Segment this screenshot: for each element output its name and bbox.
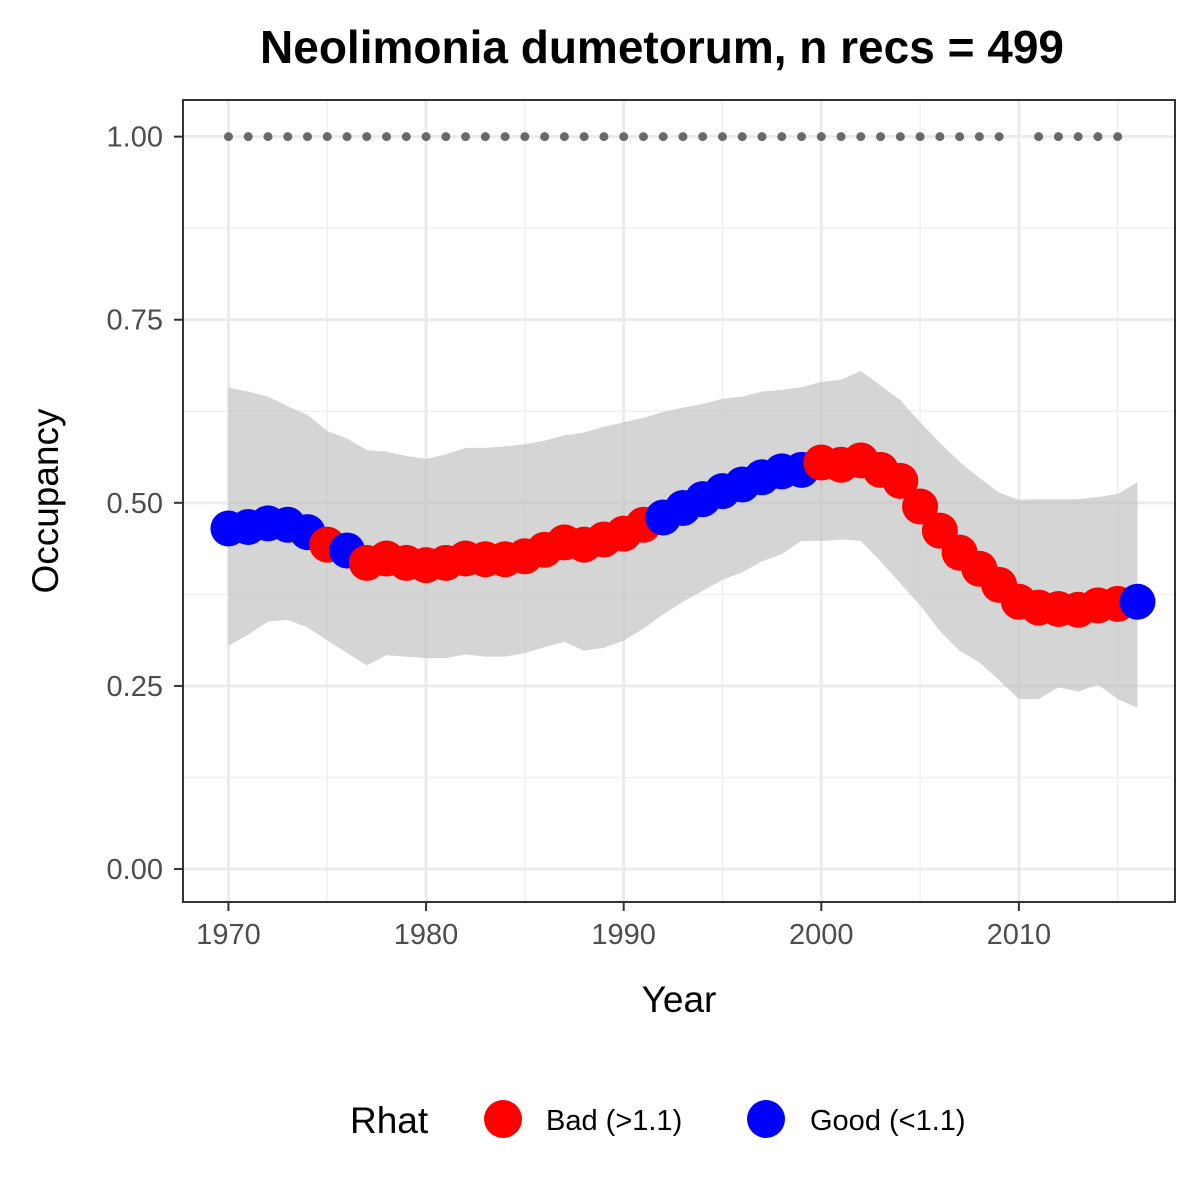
record-marker — [777, 132, 787, 142]
record-marker — [1093, 132, 1103, 142]
record-marker — [342, 132, 352, 142]
record-marker — [678, 132, 688, 142]
record-marker — [1113, 132, 1123, 142]
record-marker — [559, 132, 569, 142]
record-marker — [500, 132, 510, 142]
record-marker — [797, 132, 807, 142]
record-marker — [540, 132, 550, 142]
confidence-ribbon-layer — [228, 371, 1138, 708]
occupancy-point — [902, 488, 939, 525]
occupancy-point — [882, 462, 919, 499]
legend-label-good: Good (<1.1) — [810, 1105, 966, 1137]
x-tick-label: 1980 — [394, 919, 459, 951]
record-marker — [757, 132, 767, 142]
axes-layer: 1970 1980 1990 2000 2010 0.00 0.25 0.50 0.75 1.00 — [107, 122, 1052, 951]
record-marker — [856, 132, 866, 142]
record-marker — [994, 132, 1004, 142]
x-tick-label: 2000 — [789, 919, 854, 951]
record-marker — [816, 132, 826, 142]
y-tick-label: 1.00 — [107, 122, 163, 154]
record-marker — [520, 132, 530, 142]
x-tick-label: 1970 — [196, 919, 261, 951]
y-tick-label: 0.50 — [107, 488, 163, 520]
x-axis-title: Year — [642, 979, 717, 1020]
legend-key-good — [747, 1100, 785, 1138]
record-marker — [895, 132, 905, 142]
record-marker — [382, 132, 392, 142]
record-marker — [717, 132, 727, 142]
record-marker — [658, 132, 668, 142]
legend-title: Rhat — [350, 1100, 429, 1141]
confidence-ribbon — [228, 371, 1138, 708]
record-marker — [836, 132, 846, 142]
record-marker — [737, 132, 747, 142]
occupancy-points-layer — [210, 442, 1156, 628]
record-marker — [619, 132, 629, 142]
record-marker — [441, 132, 451, 142]
record-marker — [698, 132, 708, 142]
x-tick-label: 2010 — [987, 919, 1052, 951]
record-markers-layer — [223, 132, 1123, 142]
y-tick-label: 0.75 — [107, 305, 163, 337]
record-marker — [638, 132, 648, 142]
record-marker — [974, 132, 984, 142]
x-tick-label: 1990 — [591, 919, 656, 951]
y-tick-label: 0.00 — [107, 854, 163, 886]
record-marker — [302, 132, 312, 142]
record-marker — [243, 132, 253, 142]
record-marker — [223, 132, 233, 142]
panel-border — [182, 99, 1176, 903]
record-marker — [461, 132, 471, 142]
record-marker — [401, 132, 411, 142]
record-marker — [322, 132, 332, 142]
record-marker — [599, 132, 609, 142]
record-marker — [1073, 132, 1083, 142]
legend: Rhat Bad (>1.1) Good (<1.1) — [350, 1100, 966, 1141]
record-marker — [421, 132, 431, 142]
record-marker — [935, 132, 945, 142]
record-marker — [579, 132, 589, 142]
legend-label-bad: Bad (>1.1) — [546, 1105, 682, 1137]
chart-title: Neolimonia dumetorum, n recs = 499 — [260, 21, 1064, 73]
record-marker — [1053, 132, 1063, 142]
record-marker — [915, 132, 925, 142]
y-axis-title: Occupancy — [25, 408, 66, 594]
record-marker — [876, 132, 886, 142]
occupancy-point — [1119, 583, 1156, 620]
record-marker — [955, 132, 965, 142]
record-marker — [283, 132, 293, 142]
record-marker — [362, 132, 372, 142]
legend-key-bad — [484, 1100, 522, 1138]
record-marker — [263, 132, 273, 142]
record-marker — [1034, 132, 1044, 142]
record-marker — [480, 132, 490, 142]
y-tick-label: 0.25 — [107, 671, 163, 703]
